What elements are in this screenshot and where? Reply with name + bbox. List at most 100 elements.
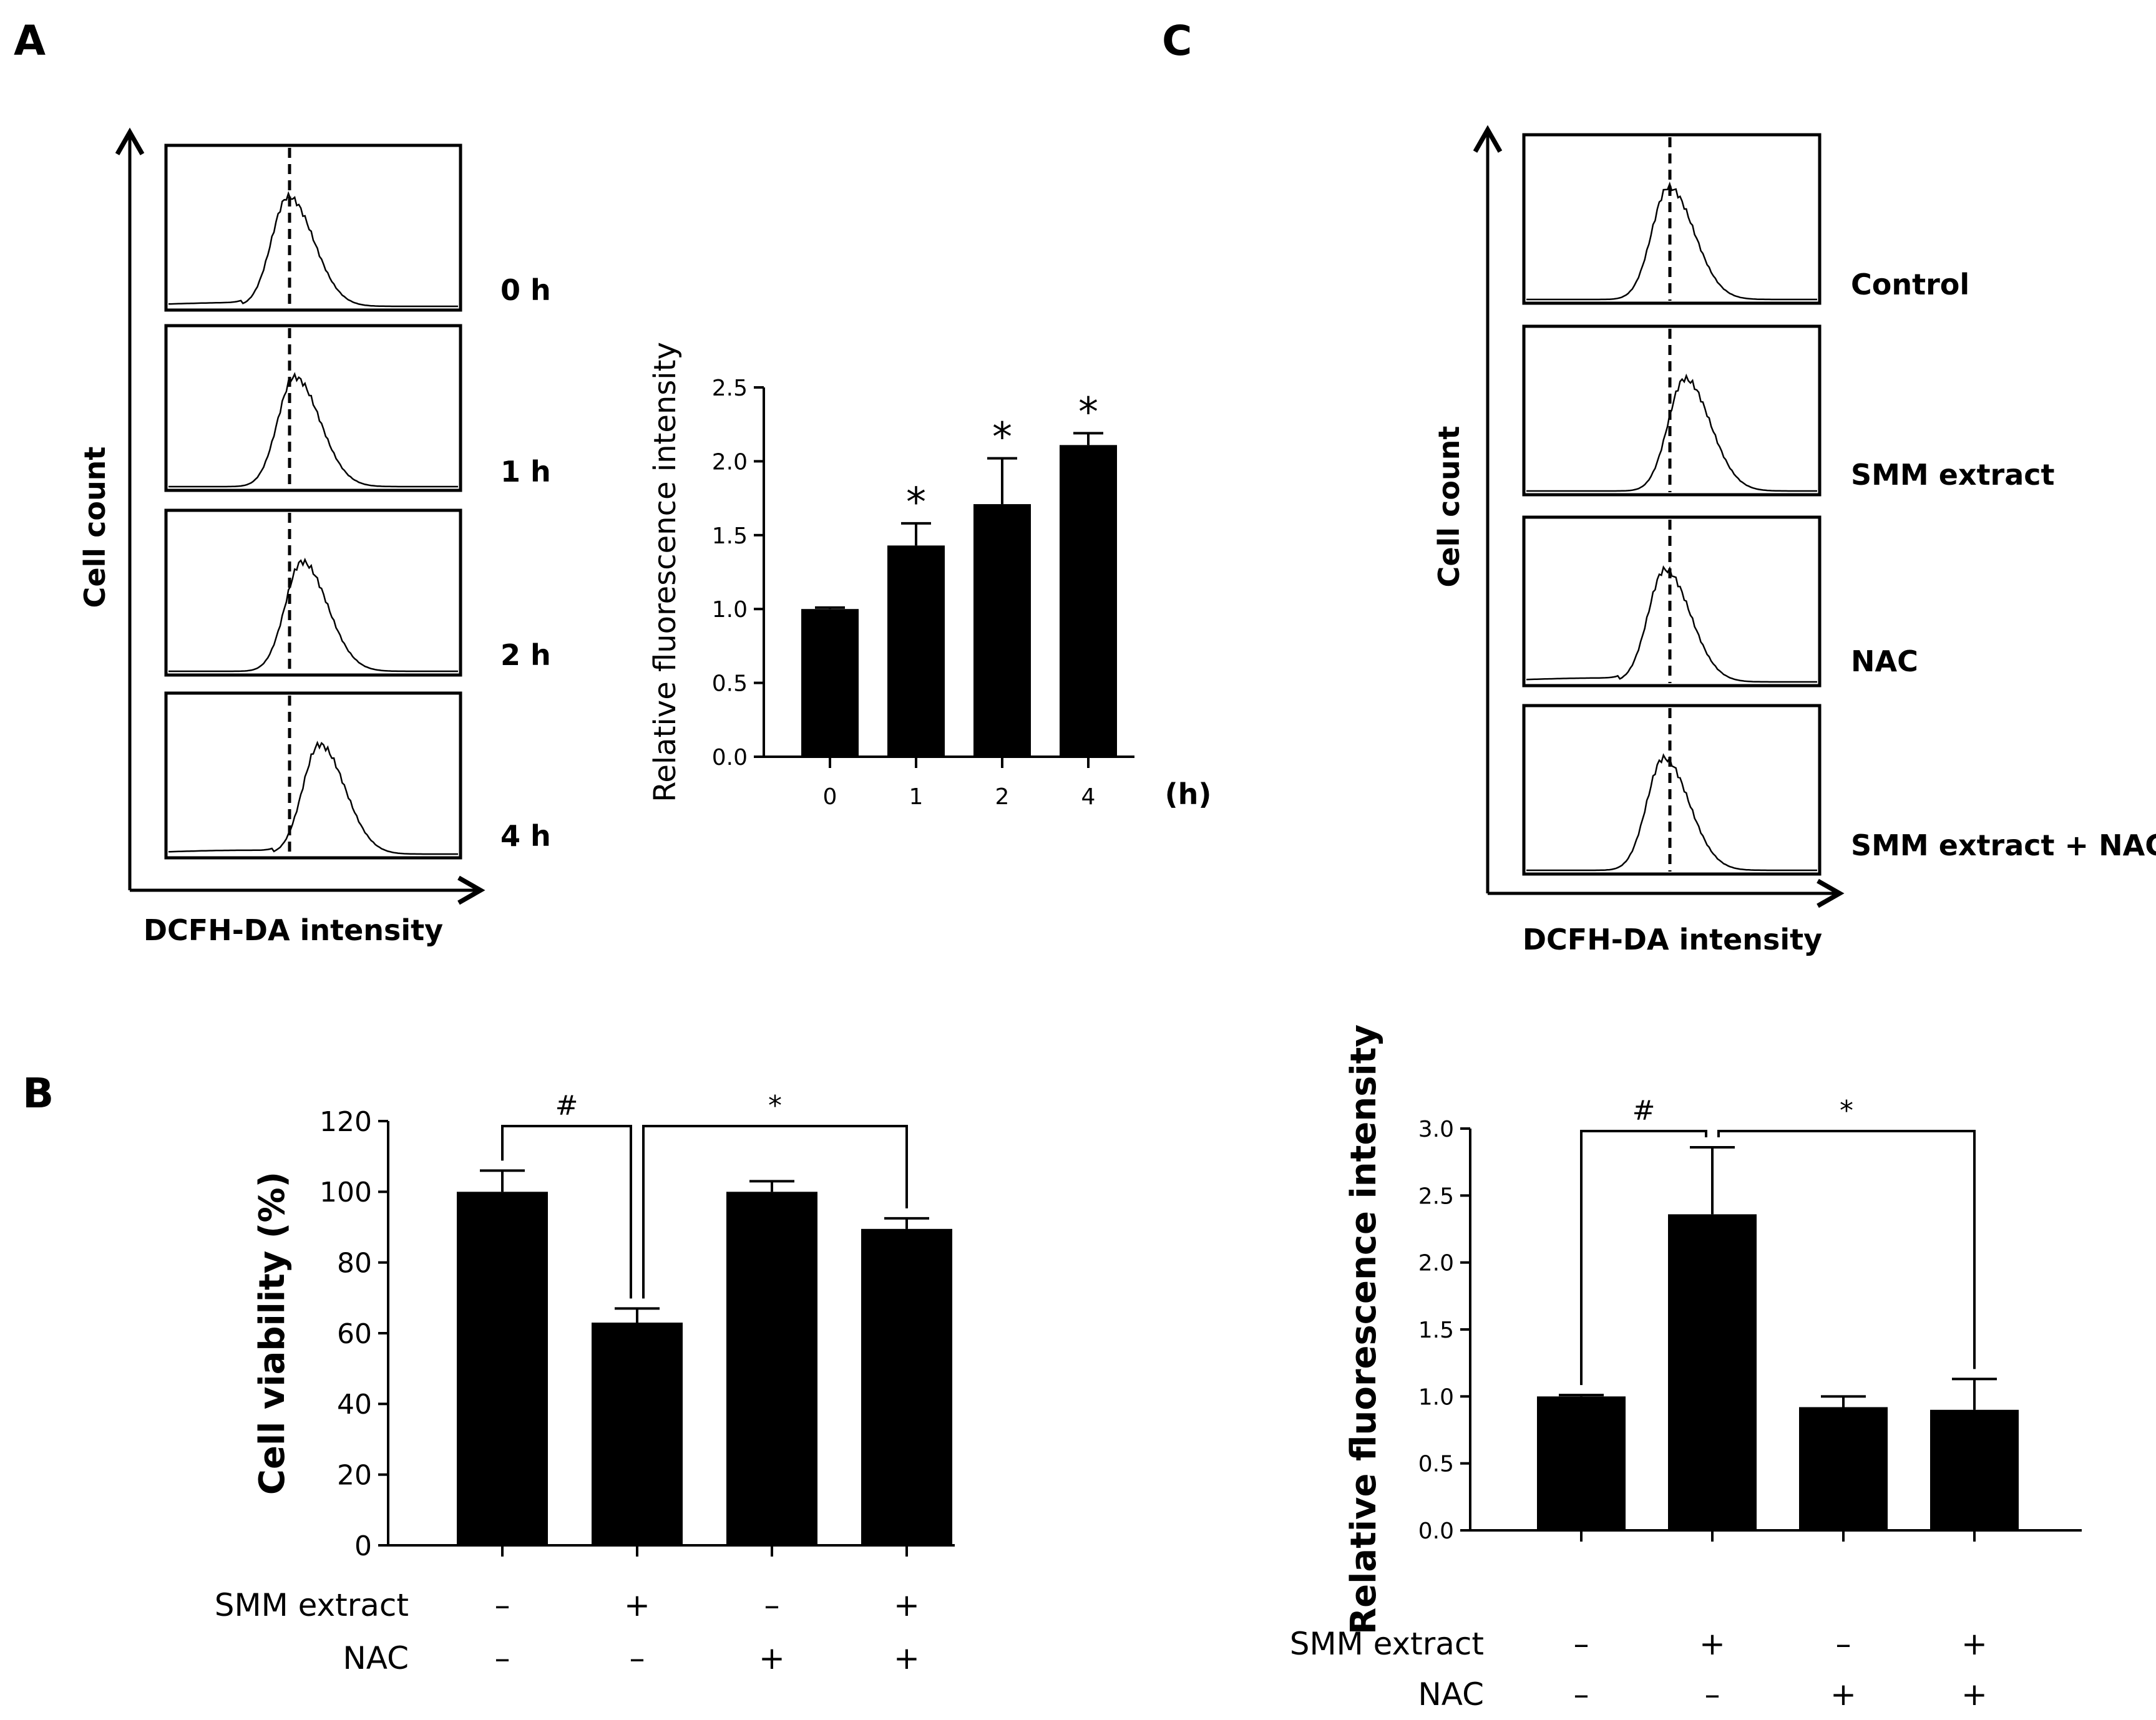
panel-a-histogram-label: 0 h xyxy=(500,273,551,307)
panel-b-smm-sign: – xyxy=(495,1587,510,1623)
chart-a-bar xyxy=(1060,445,1117,757)
chart-a-x-axis-unit: (h) xyxy=(1165,777,1212,811)
panel-a-bar-chart: 0.0 0.5 1.0 1.5 2.0 2.5 Relative fluorescence … xyxy=(648,342,1211,811)
panel-a-histogram-label: 4 h xyxy=(500,819,551,853)
panel-b-smm-label: SMM extract xyxy=(215,1587,409,1623)
chart-b-y-tick-label: 80 xyxy=(337,1248,372,1280)
chart-a-y-tick-label: 2.5 xyxy=(712,376,748,401)
chart-c-y-tick-label: 0.5 xyxy=(1418,1452,1454,1477)
chart-a-x-tick-label: 1 xyxy=(909,784,924,810)
chart-c-y-tick-label: 1.5 xyxy=(1418,1318,1454,1343)
chart-a-significance-star: * xyxy=(1078,389,1098,435)
panel-c-histogram-curve xyxy=(1526,753,1817,872)
panel-c-histogram-label: NAC xyxy=(1851,644,1918,678)
chart-a-significance-star: * xyxy=(906,480,926,526)
panel-c-histograms: Cell count DCFH-DA intensity Control SMM … xyxy=(1432,125,2156,956)
panel-a-histogram-box xyxy=(164,508,462,677)
chart-c-comparison-bracket xyxy=(1717,1130,1976,1369)
chart-a-y-tick-label: 0.5 xyxy=(712,671,748,697)
chart-c-bar xyxy=(1537,1396,1626,1530)
panel-b-smm-sign: + xyxy=(894,1587,920,1623)
chart-c-y-tick-label: 2.5 xyxy=(1418,1183,1454,1209)
chart-b-bar xyxy=(592,1323,683,1545)
panel-c-histogram-curve xyxy=(1526,565,1817,683)
panel-b-nac-sign: + xyxy=(894,1640,920,1676)
chart-c-comparison-label: # xyxy=(1632,1095,1656,1127)
chart-a-y-tick-label: 0.0 xyxy=(712,745,748,770)
panel-c-histogram-label: SMM extract xyxy=(1851,458,2055,492)
panel-c-histogram-box xyxy=(1522,133,1822,305)
chart-b-y-axis-title: Cell viability (%) xyxy=(252,1172,293,1495)
panel-c-histogram-box xyxy=(1522,704,1822,876)
chart-b-bar xyxy=(457,1192,548,1545)
chart-b-y-tick-label: 120 xyxy=(319,1106,372,1138)
chart-b-comparison-bracket xyxy=(642,1125,908,1299)
panel-a-histogram-curve xyxy=(168,557,458,673)
chart-c-bar xyxy=(1930,1409,2019,1530)
chart-b-bar xyxy=(861,1228,952,1545)
panel-c-bar-chart: 0.0 0.5 1.0 1.5 2.0 2.5 3.0 Relative fluorescen… xyxy=(1344,1024,2082,1635)
chart-b-comparison-bracket xyxy=(501,1125,632,1299)
chart-b-y-tick-label: 0 xyxy=(354,1530,372,1562)
chart-a-bar xyxy=(801,609,859,757)
chart-b-y-tick-label: 20 xyxy=(337,1460,372,1492)
panel-b-smm-sign: – xyxy=(764,1587,780,1623)
panel-b-nac-sign: + xyxy=(759,1640,785,1676)
chart-c-comparison-bracket xyxy=(1580,1130,1707,1386)
chart-b-comparison-label: # xyxy=(555,1090,578,1122)
chart-c-y-tick-label: 2.0 xyxy=(1418,1251,1454,1276)
panel-a-histogram-curve xyxy=(168,741,458,855)
panel-a-y-axis-label: Cell count xyxy=(78,447,112,608)
chart-b-y-tick-label: 100 xyxy=(319,1177,372,1208)
chart-a-x-tick-label: 2 xyxy=(995,784,1010,810)
chart-b-comparison-label: * xyxy=(768,1090,782,1122)
chart-a-x-tick-label: 4 xyxy=(1081,784,1096,810)
panel-c-nac-label: NAC xyxy=(1418,1676,1484,1713)
panel-b-bar-chart: 0 20 40 60 80 100 120 Cell viability (%) # * xyxy=(252,1090,955,1562)
panel-c-x-axis-label: DCFH-DA intensity xyxy=(1523,923,1822,956)
chart-c-y-tick-label: 0.0 xyxy=(1418,1518,1454,1544)
panel-c-smm-label: SMM extract xyxy=(1290,1626,1484,1662)
chart-a-y-tick-label: 1.5 xyxy=(712,523,748,549)
chart-b-y-tick-label: 60 xyxy=(337,1318,372,1350)
chart-a-y-tick-label: 1.0 xyxy=(712,597,748,623)
chart-c-y-tick-label: 1.0 xyxy=(1418,1384,1454,1410)
chart-a-significance-star: * xyxy=(992,415,1012,461)
panel-c-histogram-box xyxy=(1522,515,1822,688)
panel-a-histogram-box xyxy=(164,143,462,312)
panel-a-histogram-box xyxy=(164,324,462,492)
panel-b-nac-sign: – xyxy=(630,1640,645,1676)
panel-c-conditions: SMM extract NAC – + – + – – + + xyxy=(1290,1626,1988,1713)
chart-a-x-tick-label: 0 xyxy=(823,784,837,810)
panel-c-nac-sign: + xyxy=(1830,1676,1856,1713)
panel-label-a: A xyxy=(14,17,46,65)
panel-a-x-axis-label: DCFH-DA intensity xyxy=(144,913,443,947)
panel-c-histogram-curve xyxy=(1526,182,1817,301)
panel-c-y-axis-label: Cell count xyxy=(1432,426,1466,588)
panel-c-smm-sign: + xyxy=(1961,1626,1988,1662)
panel-b-nac-sign: – xyxy=(495,1640,510,1676)
panel-a-histogram-curve xyxy=(168,372,458,488)
panel-b-nac-label: NAC xyxy=(343,1640,409,1676)
chart-b-bar xyxy=(726,1192,817,1545)
chart-c-bar xyxy=(1799,1407,1888,1530)
chart-c-y-tick-label: 3.0 xyxy=(1418,1117,1454,1142)
chart-c-bar xyxy=(1668,1214,1757,1530)
panel-label-b: B xyxy=(22,1069,54,1117)
chart-a-y-axis-title: Relative fluorescence intensity xyxy=(648,342,683,802)
panel-b-smm-sign: + xyxy=(624,1587,650,1623)
chart-b-y-tick-label: 40 xyxy=(337,1389,372,1421)
panel-a-histogram-box xyxy=(164,691,462,860)
panel-a-histograms: Cell count DCFH-DA intensity 0 h 1 h 2 h 4 … xyxy=(78,127,551,947)
panel-label-c: C xyxy=(1162,17,1192,65)
panel-c-histogram-label: Control xyxy=(1851,268,1969,301)
panel-c-nac-sign: – xyxy=(1574,1676,1589,1713)
chart-c-comparison-label: * xyxy=(1840,1095,1853,1127)
chart-c-y-axis-title: Relative fluorescence intensity xyxy=(1344,1024,1384,1635)
panel-c-histogram-label: SMM extract + NAC xyxy=(1851,828,2156,862)
panel-a-histogram-label: 1 h xyxy=(500,455,551,488)
panel-c-histogram-curve xyxy=(1526,373,1817,492)
panel-a-histogram-curve xyxy=(168,191,458,308)
chart-a-bar xyxy=(887,545,945,757)
